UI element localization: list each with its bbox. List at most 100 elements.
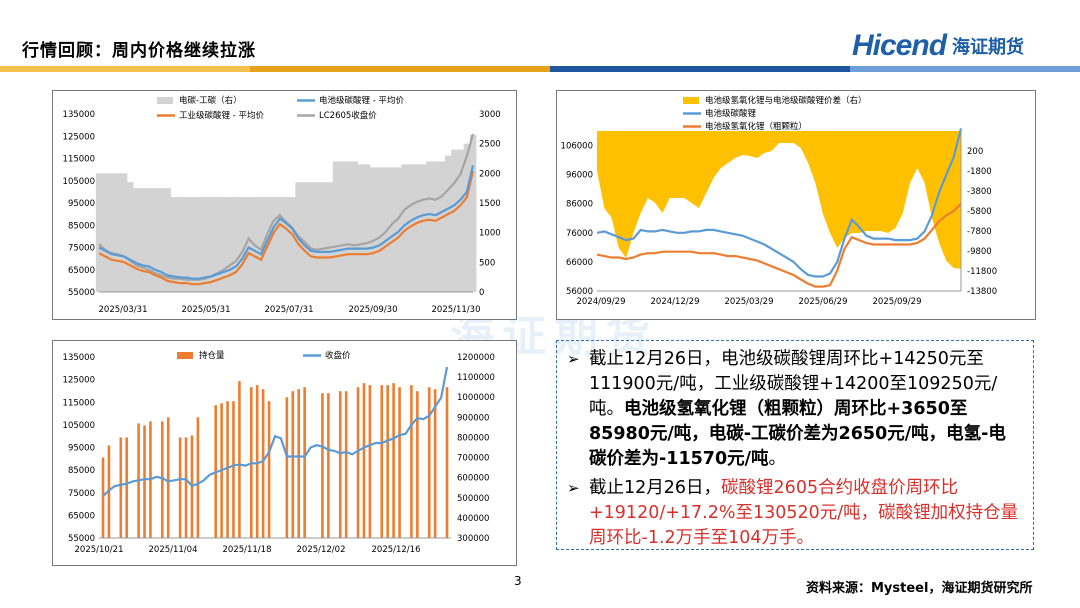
oi-bar: [410, 385, 413, 538]
y-left-tick-label: 105000: [63, 177, 95, 187]
oi-bar: [196, 417, 200, 538]
y-right-tick-label: 300000: [457, 534, 489, 544]
y-right-tick-label: 900000: [457, 413, 489, 423]
spread-bar: [102, 173, 109, 292]
oi-bar: [267, 401, 271, 538]
legend-spread: 电池级氢氧化锂与电池级碳酸锂价差（右）: [705, 95, 867, 106]
y-right-tick-label: 1000: [479, 229, 501, 239]
spread-bar: [164, 188, 171, 292]
y-left-tick-label: 65000: [68, 511, 95, 521]
hydroxide-line: [596, 203, 962, 288]
chart-futures-oi: 135000 125000 115000 105000 95000 85000 75000 6…: [52, 340, 517, 566]
x-tick-label: 2025/05/31: [182, 305, 231, 315]
x-tick-label: 2024/09/29: [577, 297, 626, 307]
b1-part-2: 。: [768, 449, 787, 469]
spread-bar: [426, 161, 433, 292]
y-right-tick-label: 700000: [457, 454, 489, 464]
spread-bar: [289, 197, 296, 292]
y-right-tick-label: 800000: [457, 433, 489, 443]
x-tick-label: 2025/03/29: [725, 297, 774, 307]
y-right-tick-label: -9800: [967, 247, 992, 257]
b1-part-0: 截止12月26日，电池级碳酸锂周环比+14250元至111900元/吨，工业级碳…: [589, 349, 998, 419]
spread-bar: [195, 197, 203, 292]
y-right-tick-label: -13800: [967, 287, 997, 297]
y-right-tick-label: 1200000: [457, 353, 495, 363]
y-right-tick-label: 0: [479, 288, 484, 298]
spread-bar: [120, 173, 128, 292]
oi-bar: [356, 387, 360, 538]
spread-bar: [351, 161, 358, 292]
spread-bar: [170, 197, 178, 292]
spread-bar: [301, 182, 309, 292]
spread-bar: [239, 197, 246, 292]
x-tick-label: 2025/12/16: [372, 545, 421, 555]
x-tick-label: 2025/09/29: [873, 297, 922, 307]
logo-text-en: Hicend: [852, 29, 947, 62]
x-tick-label: 2025/07/31: [265, 305, 314, 315]
b2-part-1: 碳酸锂2605合约收盘价周环比+19120/+17.2%至130520元/吨，碳…: [589, 478, 1019, 548]
y-left-tick-label: 105000: [63, 421, 95, 431]
spread-bar: [388, 167, 396, 292]
spread-bar: [183, 197, 190, 292]
oi-bar: [285, 397, 289, 538]
y-right-tick-label: 500000: [457, 494, 489, 504]
spread-bar: [245, 197, 253, 292]
spread-bar: [208, 197, 215, 292]
close-line: [102, 366, 449, 497]
legend-oi-swatch: [177, 352, 193, 359]
oi-bar: [226, 401, 229, 538]
oi-bar: [398, 387, 401, 538]
oi-bar: [101, 457, 105, 538]
y-left-tick-label: 55000: [68, 534, 95, 544]
industrial-line: [98, 171, 475, 286]
y-left-tick-label: 75000: [68, 244, 95, 254]
arrow-icon: ➢: [567, 350, 580, 368]
spread-bar: [201, 197, 209, 292]
legend-spread-swatch: [683, 97, 699, 104]
spread-bar: [95, 173, 103, 292]
oi-bar: [392, 383, 395, 538]
y-left-tick-label: 76000: [566, 229, 593, 239]
y-right-tick-label: -11800: [967, 267, 997, 277]
legend-spread-swatch: [157, 97, 173, 104]
spread-bar: [345, 161, 352, 292]
spread-bar: [189, 197, 196, 292]
oi-bar: [261, 389, 265, 538]
summary-bullet-1: ➢ 截止12月26日，电池级碳酸锂周环比+14250元至111900元/吨，工业…: [567, 347, 1023, 472]
x-tick-label: 2025/09/30: [349, 305, 398, 315]
spread-bar: [257, 197, 265, 292]
header-bar-yellow: [0, 66, 250, 72]
y-right-tick-label: -5800: [967, 207, 992, 217]
arrow-icon: ➢: [567, 479, 580, 497]
spread-bar: [270, 197, 277, 292]
company-logo: Hicend 海证期货: [852, 26, 1024, 66]
y-left-tick-label: 95000: [68, 199, 95, 209]
spread-bar: [413, 164, 421, 292]
oi-bar: [433, 389, 437, 538]
spread-bar: [451, 149, 458, 292]
spread-bar: [363, 164, 371, 292]
spread-bar: [463, 143, 471, 292]
oi-bar: [232, 401, 235, 538]
x-tick-label: 2025/10/21: [75, 545, 124, 555]
spread-bar: [127, 182, 134, 292]
spread-bar: [233, 197, 240, 292]
legend-hydroxide: 电池级氢氧化锂（粗颗粒）: [705, 121, 807, 132]
spread-bar: [176, 197, 184, 292]
oi-bar: [427, 387, 431, 538]
spread-bar: [314, 182, 321, 292]
spread-bar: [158, 188, 165, 292]
header-bar-orange: [250, 66, 550, 72]
header-bar-lightblue: [850, 66, 1080, 72]
oi-bar: [143, 425, 146, 538]
x-tick-label: 2025/11/18: [223, 545, 272, 555]
oi-bar: [416, 391, 419, 538]
spread-bar: [145, 188, 153, 292]
oi-bar: [344, 391, 348, 538]
oi-bar: [338, 391, 342, 538]
y-left-tick-label: 56000: [566, 287, 593, 297]
spread-bar: [432, 161, 440, 292]
y-left-tick-label: 96000: [566, 171, 593, 181]
y-left-tick-label: 85000: [68, 466, 95, 476]
spread-bar: [332, 161, 340, 292]
